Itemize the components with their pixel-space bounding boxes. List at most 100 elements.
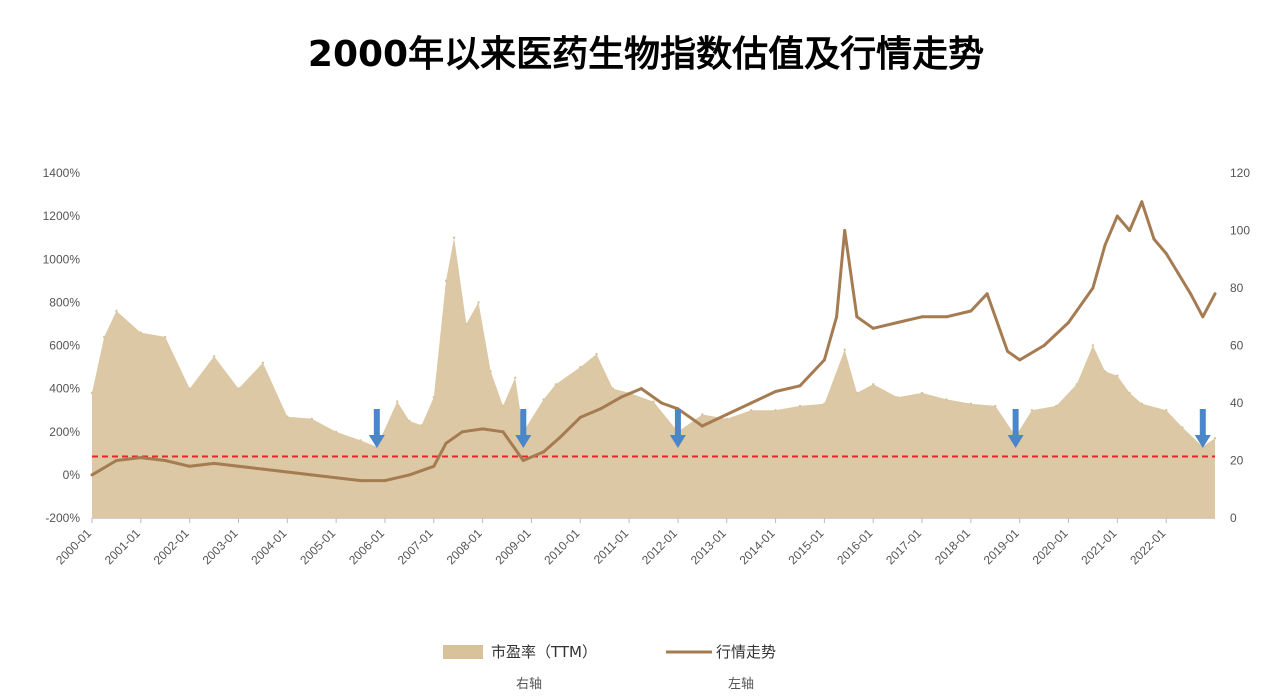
price-point <box>310 473 314 477</box>
price-point <box>619 395 623 399</box>
price-point <box>163 459 167 462</box>
legend-label: 行情走势 <box>716 643 776 661</box>
arrow-markers-layer <box>368 409 1211 448</box>
left-tick-label: 1200% <box>43 209 81 223</box>
pe-point <box>1181 426 1184 429</box>
price-point <box>1201 315 1205 319</box>
x-tick-label: 2019-01 <box>981 526 1022 567</box>
pe-point <box>396 400 399 403</box>
pe-point <box>969 402 973 405</box>
pe-point <box>501 404 505 408</box>
price-point <box>1103 243 1107 247</box>
left-tick-label: 800% <box>49 295 80 309</box>
price-point <box>774 390 778 393</box>
left-tick-label: 0% <box>63 468 81 482</box>
price-point <box>945 315 948 319</box>
price-point <box>521 459 525 462</box>
pe-point <box>334 430 338 433</box>
price-point <box>660 401 664 405</box>
pe-point <box>701 413 704 416</box>
x-tick-label: 2008-01 <box>444 526 485 567</box>
x-tick-label: 2005-01 <box>297 526 338 567</box>
pe-point <box>1165 409 1168 412</box>
right-tick-label: 40 <box>1230 396 1244 410</box>
price-point <box>835 315 839 319</box>
price-point <box>542 450 546 454</box>
pe-point <box>1103 370 1107 373</box>
right-tick-label: 80 <box>1230 281 1244 295</box>
x-tick-label: 2020-01 <box>1030 526 1071 567</box>
x-tick-label: 2016-01 <box>834 526 875 567</box>
x-tick-label: 2015-01 <box>785 526 826 567</box>
right-tick-label: 20 <box>1230 454 1244 468</box>
right-tick-label: 0 <box>1230 511 1237 525</box>
x-tick-label: 2012-01 <box>639 526 680 567</box>
price-point <box>460 430 464 434</box>
legend-item-pe: 市盈率（TTM） 右轴 <box>443 643 597 692</box>
pe-point <box>920 391 924 395</box>
x-tick-label: 2022-01 <box>1127 526 1168 567</box>
x-tick-label: 2003-01 <box>200 526 241 567</box>
pe-point <box>90 391 94 395</box>
price-point <box>1213 292 1217 296</box>
pe-point <box>261 361 265 364</box>
right-axis: 0 20 40 60 80 100 120 <box>1230 166 1250 525</box>
price-point <box>1140 200 1144 204</box>
x-tick-label: 2006-01 <box>346 526 387 567</box>
pe-point <box>286 415 289 418</box>
chart-title: 2000年以来医药生物指数估值及行情走势 <box>308 34 984 75</box>
legend-sublabel: 左轴 <box>728 677 754 692</box>
pe-point <box>1075 383 1078 386</box>
x-tick-label: 2013-01 <box>688 526 729 567</box>
price-point <box>725 413 729 416</box>
pe-point <box>823 402 826 405</box>
x-tick-label: 2000-01 <box>53 526 94 567</box>
pe-point <box>1140 402 1144 405</box>
x-tick-label: 2011-01 <box>591 526 632 567</box>
arrow-marker <box>515 409 532 448</box>
price-point <box>237 464 240 468</box>
price-point <box>1006 349 1009 353</box>
price-point <box>749 401 753 405</box>
price-point <box>578 415 582 419</box>
pe-point <box>310 417 313 420</box>
pe-point <box>359 439 362 442</box>
left-tick-label: 1400% <box>43 166 81 180</box>
price-point <box>90 473 94 477</box>
arrow-marker <box>669 409 686 448</box>
pe-point <box>103 335 106 339</box>
pe-point <box>477 301 480 304</box>
pe-point <box>1055 404 1058 408</box>
price-point <box>920 315 924 319</box>
pe-point <box>1128 391 1131 395</box>
price-point <box>969 309 973 313</box>
price-point <box>359 479 362 483</box>
price-point <box>1128 229 1132 232</box>
price-point <box>114 459 118 462</box>
left-tick-label: -200% <box>45 511 80 525</box>
price-point <box>139 456 143 460</box>
price-point <box>212 461 216 465</box>
pe-point <box>1091 344 1095 347</box>
x-tick-label: 2001-01 <box>102 526 143 567</box>
pe-point <box>595 352 598 356</box>
right-tick-label: 100 <box>1230 224 1250 238</box>
price-point <box>843 229 847 232</box>
price-point <box>700 424 704 428</box>
x-tick-label: 2002-01 <box>151 526 192 567</box>
left-tick-label: 600% <box>49 339 80 353</box>
pe-point <box>514 376 517 379</box>
x-tick-label: 2007-01 <box>395 526 436 567</box>
pe-point <box>465 322 468 326</box>
x-tick-label: 2014-01 <box>737 526 778 567</box>
price-point <box>1189 292 1193 296</box>
x-tick-label: 2017-01 <box>883 526 924 567</box>
pe-point <box>444 279 448 282</box>
left-tick-label: 400% <box>49 382 80 396</box>
price-series-line <box>91 200 1217 483</box>
price-point <box>444 441 448 445</box>
price-point <box>383 479 387 483</box>
